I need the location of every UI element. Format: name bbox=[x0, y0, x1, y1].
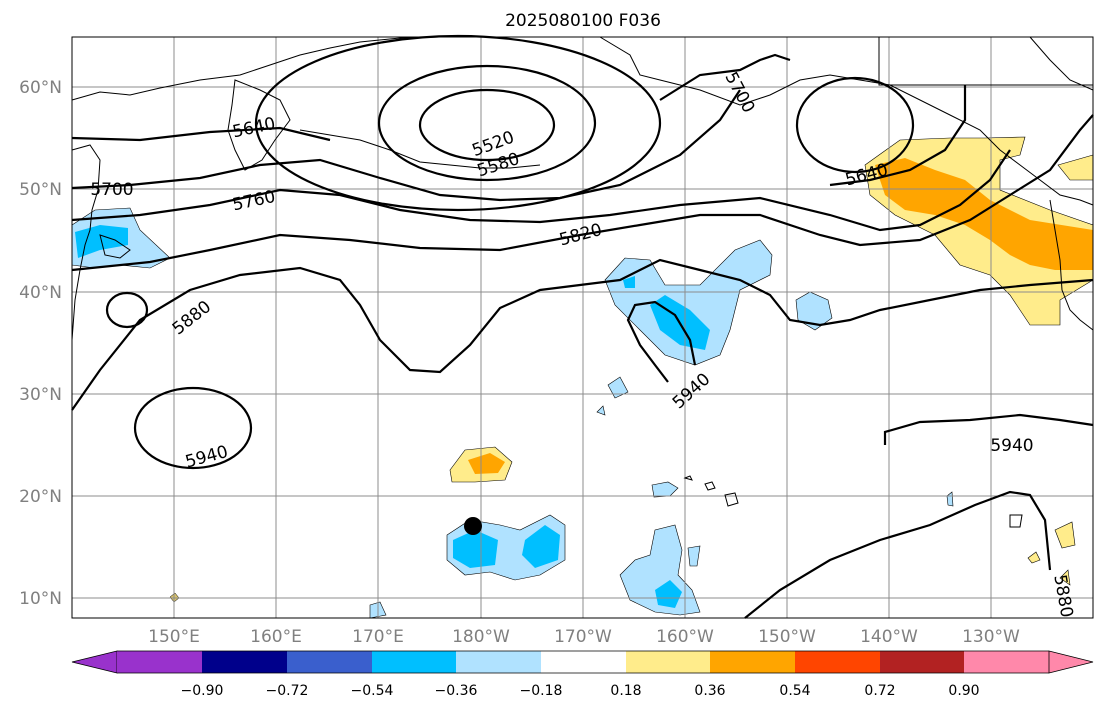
lon-label: 170°W bbox=[554, 627, 612, 647]
map-panel: 5520 5580 5640 5700 5760 5820 5880 5940 … bbox=[71, 34, 1094, 619]
colorbar-bin bbox=[456, 651, 541, 673]
colorbar-bin bbox=[710, 651, 795, 673]
colorbar-tick: 0.18 bbox=[610, 683, 641, 699]
lon-label: 180°W bbox=[452, 627, 510, 647]
colorbar-extend-high bbox=[1048, 650, 1094, 674]
lat-label: 50°N bbox=[19, 180, 62, 200]
colorbar: −0.90 −0.72 −0.54 −0.36 −0.18 0.18 0.36 … bbox=[71, 650, 1094, 699]
colorbar-bin bbox=[880, 651, 964, 673]
lat-label: 10°N bbox=[19, 589, 62, 609]
latitude-labels: 60°N 50°N 40°N 30°N 20°N 10°N bbox=[19, 78, 62, 609]
lat-label: 30°N bbox=[19, 385, 62, 405]
contour-label: 5640 bbox=[231, 114, 277, 143]
contour-label: 5760 bbox=[231, 187, 277, 216]
colorbar-tick: 0.54 bbox=[779, 683, 810, 699]
colorbar-tick: 0.72 bbox=[864, 683, 895, 699]
lon-label: 160°W bbox=[656, 627, 714, 647]
lon-label: 150°W bbox=[758, 627, 816, 647]
contour-label: 5940 bbox=[669, 369, 715, 413]
colorbar-bin bbox=[964, 651, 1049, 673]
lon-label: 160°E bbox=[250, 627, 302, 647]
location-marker bbox=[464, 517, 482, 535]
negative-anomaly-central-pacific bbox=[604, 239, 773, 366]
colorbar-bin bbox=[541, 651, 626, 673]
colorbar-tick: −0.72 bbox=[266, 683, 309, 699]
colorbar-tick: −0.18 bbox=[520, 683, 563, 699]
longitude-labels: 150°E 160°E 170°E 180°W 170°W 160°W 150°… bbox=[148, 627, 1020, 647]
contour-label: 5940 bbox=[990, 436, 1033, 456]
map-title: 2025080100 F036 bbox=[505, 11, 661, 31]
colorbar-tick: 0.36 bbox=[694, 683, 725, 699]
contour-label: 5820 bbox=[557, 220, 604, 251]
colorbar-tick: −0.36 bbox=[435, 683, 478, 699]
lat-label: 40°N bbox=[19, 283, 62, 303]
lat-label: 20°N bbox=[19, 487, 62, 507]
height-contours bbox=[71, 34, 1094, 619]
lon-label: 140°W bbox=[860, 627, 918, 647]
graticule bbox=[72, 37, 1093, 618]
lon-label: 130°W bbox=[962, 627, 1020, 647]
contour-label: 5880 bbox=[169, 297, 215, 339]
colorbar-bin bbox=[287, 651, 372, 673]
colorbar-bin bbox=[795, 651, 880, 673]
colorbar-bin bbox=[372, 651, 456, 673]
colorbar-tick: −0.54 bbox=[351, 683, 394, 699]
colorbar-bin bbox=[202, 651, 287, 673]
colorbar-extend-low bbox=[71, 650, 118, 674]
contour-label: 5700 bbox=[90, 180, 133, 200]
contour-label: 5880 bbox=[1049, 573, 1076, 619]
positive-anomaly-ne-pacific-core bbox=[875, 158, 1093, 270]
colorbar-bin bbox=[626, 651, 710, 673]
lon-label: 170°E bbox=[352, 627, 404, 647]
positive-anomaly-ne-pacific-2 bbox=[1057, 154, 1094, 181]
colorbar-bin bbox=[117, 651, 202, 673]
lat-label: 60°N bbox=[19, 78, 62, 98]
lon-label: 150°E bbox=[148, 627, 200, 647]
colorbar-tick: −0.90 bbox=[181, 683, 224, 699]
colorbar-tick: 0.90 bbox=[948, 683, 979, 699]
map-frame bbox=[71, 36, 1094, 619]
